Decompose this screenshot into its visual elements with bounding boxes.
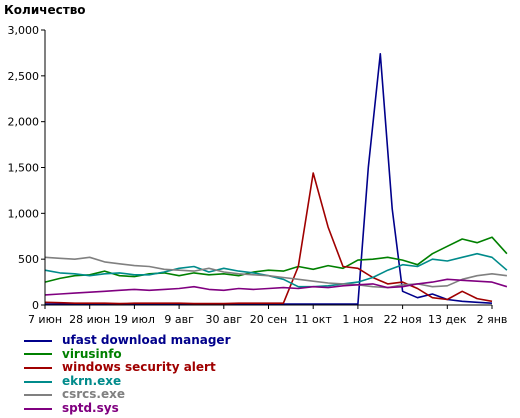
y-tick-label: 2,500 xyxy=(8,70,40,83)
x-tick-label: 19 июл xyxy=(114,313,155,326)
legend-label: windows security alert xyxy=(62,360,216,375)
series-line-ufast-download-manager xyxy=(45,52,493,305)
x-tick-label: 7 июн xyxy=(28,313,62,326)
y-tick-label: 2,000 xyxy=(8,116,40,129)
legend-label: ufast download manager xyxy=(62,333,231,347)
series-line-ekrn-exe xyxy=(44,252,508,288)
legend-item: windows security alert xyxy=(24,361,231,375)
y-tick-label: 0 xyxy=(32,299,39,312)
x-tick-label: 20 сен xyxy=(250,313,288,326)
series-line-sptd-sys xyxy=(44,278,508,296)
x-tick-label: 13 дек xyxy=(428,313,467,326)
x-tick-label: 22 ноя xyxy=(384,313,422,326)
chart-legend: ufast download manager virusinfo windows s… xyxy=(24,333,231,416)
legend-label: sptd.sys xyxy=(62,400,119,415)
series-line-virusinfo xyxy=(44,236,508,283)
legend-item: ufast download manager xyxy=(24,333,231,348)
legend-swatch xyxy=(24,353,52,356)
legend-swatch xyxy=(24,394,52,397)
series-line-windows-security-alert xyxy=(44,172,493,305)
x-tick-label: 28 июн xyxy=(69,313,110,326)
legend-item: ekrn.exe xyxy=(24,373,231,389)
series-line-csrcs-exe xyxy=(44,256,508,289)
legend-item: csrcs.exe xyxy=(24,388,231,402)
legend-item: virusinfo xyxy=(24,346,231,362)
x-tick-label: 9 авг xyxy=(164,313,194,326)
chart-title: Количество xyxy=(4,3,86,17)
y-tick-label: 1,500 xyxy=(8,162,40,175)
x-tick-label: 30 авг xyxy=(206,313,243,326)
y-tick-label: 3,000 xyxy=(8,24,40,37)
x-tick-label: 11 окт xyxy=(295,313,333,326)
legend-swatch xyxy=(24,380,52,383)
legend-item: sptd.sys xyxy=(24,400,231,416)
legend-swatch xyxy=(24,339,52,342)
legend-swatch xyxy=(24,407,52,410)
legend-swatch xyxy=(24,366,52,369)
legend-label: csrcs.exe xyxy=(62,387,126,402)
legend-label: ekrn.exe xyxy=(62,373,122,388)
x-tick-label: 1 ноя xyxy=(342,313,373,326)
y-tick-label: 1,000 xyxy=(8,207,40,220)
y-tick-label: 500 xyxy=(18,253,39,266)
x-tick-label: 2 янв xyxy=(477,313,508,326)
legend-label: virusinfo xyxy=(62,346,122,361)
